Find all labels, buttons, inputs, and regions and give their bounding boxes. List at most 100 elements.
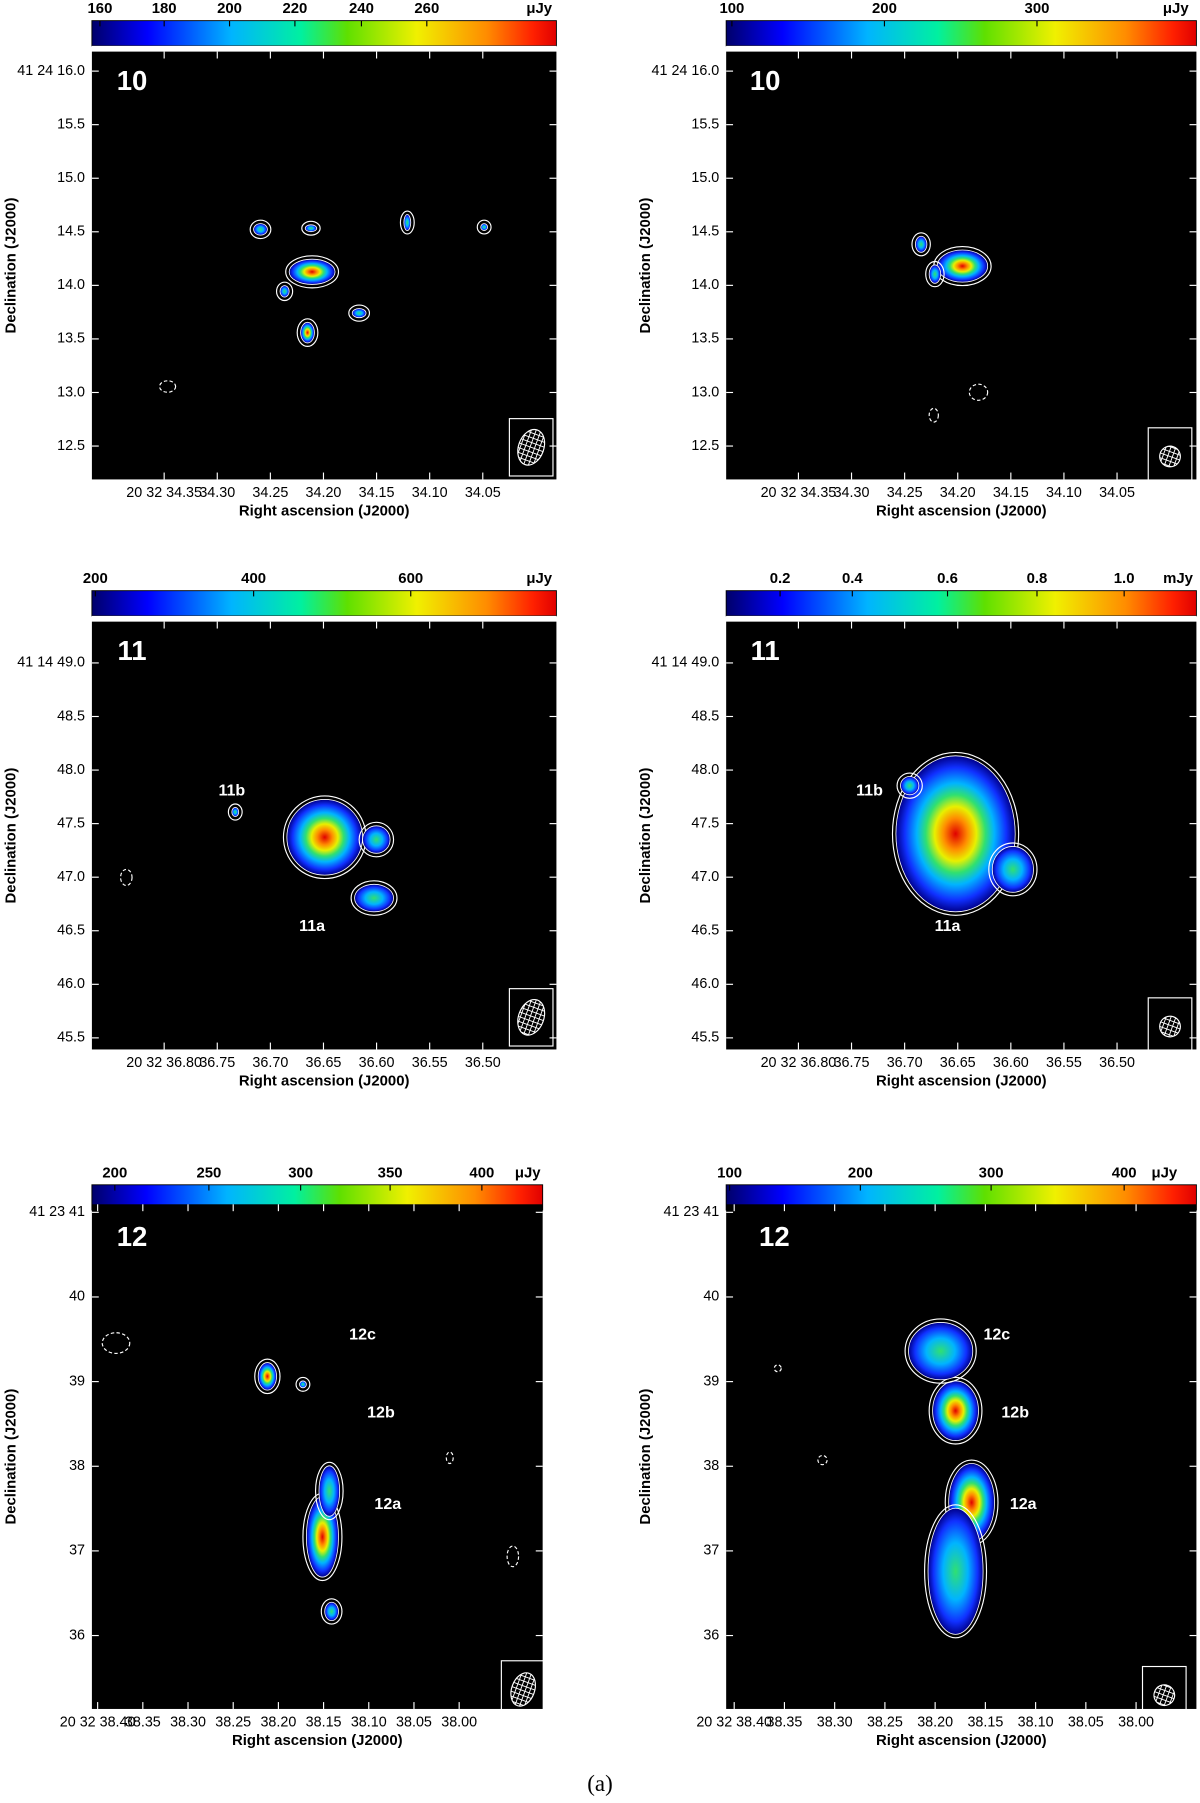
negative-contour xyxy=(968,383,989,401)
x-tick-label: 36.70 xyxy=(887,1055,923,1071)
panel: 100 200 300 400 μJy 12 12c 12b 12a 41 23 41 40 39 38… xyxy=(638,1165,1197,1749)
panel-number: 11 xyxy=(751,635,780,666)
x-tick-label: 36.55 xyxy=(412,1055,448,1071)
colorbar xyxy=(725,20,1197,47)
colorbar-unit: mJy xyxy=(1163,571,1194,587)
negative-contour xyxy=(158,380,177,393)
y-tick-label: 41 23 41 xyxy=(664,1204,720,1220)
emission xyxy=(300,321,315,344)
contour xyxy=(928,1376,983,1445)
panel-number: 10 xyxy=(117,65,148,96)
y-tick-label: 40 xyxy=(69,1289,85,1305)
y-tick-label: 47.5 xyxy=(691,815,719,831)
colorbar-tick-label: 100 xyxy=(719,1,744,17)
x-tick-label: 36.70 xyxy=(252,1055,288,1071)
emission xyxy=(927,1507,984,1635)
source-label: 12c xyxy=(983,1325,1010,1343)
contour xyxy=(358,821,395,858)
y-tick-label: 13.0 xyxy=(691,384,719,400)
contour xyxy=(911,232,931,257)
emission xyxy=(991,846,1034,893)
x-tick-label: 36.75 xyxy=(199,1055,235,1071)
colorbar-tick-label: 0.4 xyxy=(842,571,863,587)
colorbar-unit: μJy xyxy=(1151,1165,1177,1181)
x-tick-label: 38.05 xyxy=(1068,1714,1104,1730)
source-label: 11b xyxy=(856,782,883,800)
beam xyxy=(1159,1015,1181,1038)
y-tick-label: 46.0 xyxy=(57,976,85,992)
y-tick-label: 14.5 xyxy=(57,224,85,240)
colorbar-tick-label: 0.6 xyxy=(937,571,958,587)
contour xyxy=(924,1504,988,1639)
x-tick-label: 38.00 xyxy=(1118,1714,1154,1730)
colorbar-tick-label: 240 xyxy=(349,1,374,17)
x-tick-label: 38.00 xyxy=(441,1714,477,1730)
emission xyxy=(351,308,367,319)
x-axis-label: Right ascension (J2000) xyxy=(239,1074,410,1090)
x-tick-label: 36.75 xyxy=(834,1055,870,1071)
y-tick-label: 12.5 xyxy=(57,438,85,454)
y-tick-label: 48.5 xyxy=(57,708,85,724)
y-tick-label: 48.0 xyxy=(57,762,85,778)
emission xyxy=(288,258,336,285)
x-axis-label: Right ascension (J2000) xyxy=(876,1733,1047,1749)
x-tick-label: 20 32 36.80 xyxy=(126,1055,202,1071)
colorbar-tick-label: 600 xyxy=(398,571,423,587)
emission xyxy=(928,264,942,284)
colorbar-tick-label: 160 xyxy=(87,1,112,17)
emission xyxy=(900,776,920,796)
separator xyxy=(91,45,557,52)
colorbar xyxy=(91,20,557,47)
beam xyxy=(517,998,546,1036)
contour xyxy=(254,1358,281,1395)
colorbar xyxy=(91,590,557,617)
contour xyxy=(295,1376,311,1392)
contour xyxy=(399,210,415,235)
x-tick-label: 36.65 xyxy=(940,1055,976,1071)
source-label: 12a xyxy=(1010,1495,1038,1513)
panel-number: 12 xyxy=(759,1221,790,1252)
emission xyxy=(936,249,989,283)
beam-box xyxy=(500,1660,546,1719)
x-tick-label: 34.05 xyxy=(1099,485,1135,501)
x-tick-label: 38.35 xyxy=(766,1714,802,1730)
negative-contour xyxy=(928,407,939,423)
y-tick-label: 12.5 xyxy=(691,438,719,454)
x-tick-label: 34.15 xyxy=(993,485,1029,501)
contour xyxy=(904,1318,977,1384)
colorbar-unit: μJy xyxy=(1163,1,1189,17)
y-tick-label: 14.0 xyxy=(691,277,719,293)
emission xyxy=(318,1465,341,1517)
beam-box xyxy=(508,418,554,477)
x-axis-label: Right ascension (J2000) xyxy=(876,1074,1047,1090)
x-tick-label: 36.50 xyxy=(465,1055,501,1071)
x-tick-label: 20 32 34.35 xyxy=(126,485,202,501)
colorbar-tick-label: 200 xyxy=(83,571,108,587)
colorbar xyxy=(725,590,1197,617)
colorbar-tick-label: 0.2 xyxy=(770,571,791,587)
panel: 160 180 200 220 240 260 μJy 10 41 24 16.0 15.5 15.… xyxy=(4,1,557,519)
colorbar-unit: μJy xyxy=(515,1165,541,1181)
y-axis-label: Declination (J2000) xyxy=(4,768,20,904)
x-axis-label: Right ascension (J2000) xyxy=(239,503,410,519)
y-tick-label: 37 xyxy=(69,1543,85,1559)
x-tick-label: 34.30 xyxy=(834,485,870,501)
beam xyxy=(1153,1684,1176,1707)
colorbar-tick-label: 200 xyxy=(217,1,242,17)
y-tick-label: 47.0 xyxy=(691,869,719,885)
beam xyxy=(510,1672,537,1707)
source-label: 11a xyxy=(935,917,962,935)
x-tick-label: 34.05 xyxy=(465,485,501,501)
y-tick-label: 46.0 xyxy=(691,976,719,992)
y-tick-label: 39 xyxy=(69,1373,85,1389)
colorbar-tick-label: 200 xyxy=(872,1,897,17)
colorbar-tick-label: 350 xyxy=(378,1165,403,1181)
colorbar-tick-label: 400 xyxy=(241,571,266,587)
x-tick-label: 34.15 xyxy=(359,485,395,501)
x-tick-label: 38.10 xyxy=(1018,1714,1054,1730)
contour xyxy=(896,772,923,799)
contour xyxy=(275,281,294,302)
colorbar-tick-label: 180 xyxy=(152,1,177,17)
x-axis-label: Right ascension (J2000) xyxy=(876,503,1047,519)
